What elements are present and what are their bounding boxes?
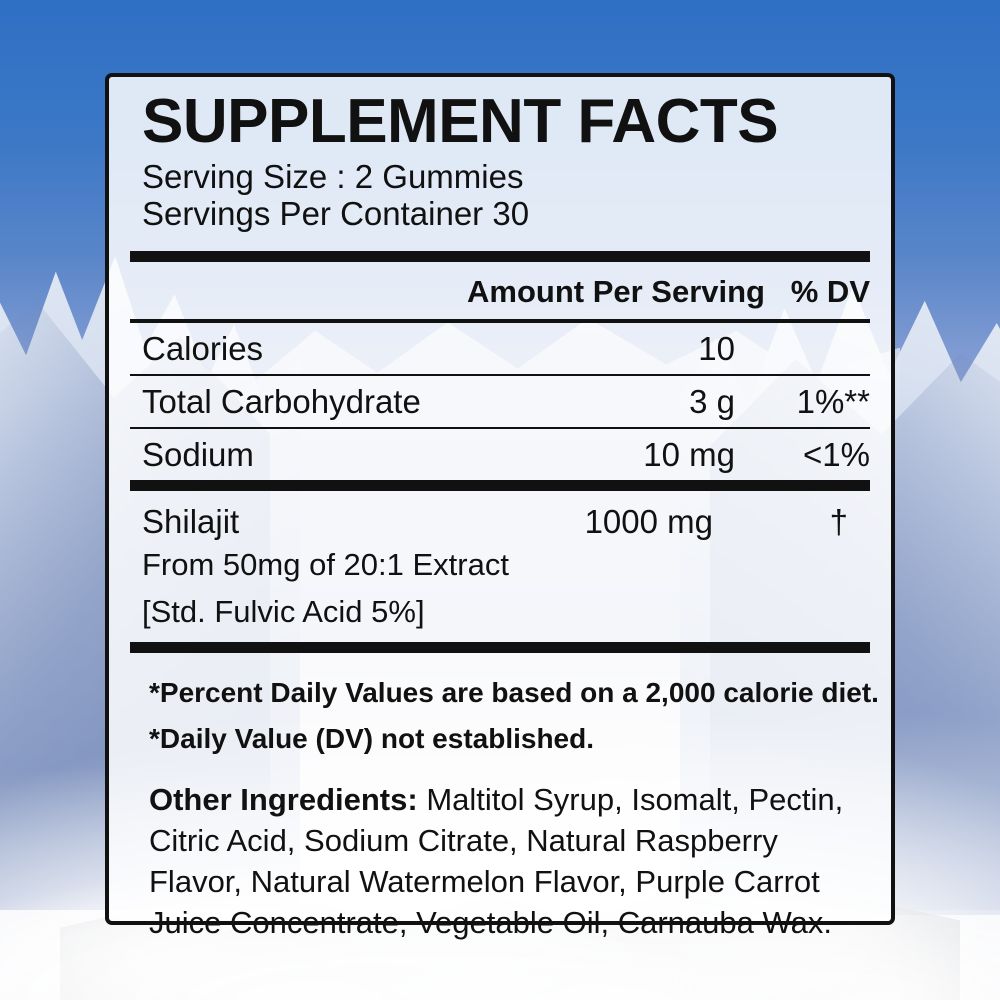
row-amount: 3 g bbox=[689, 383, 735, 421]
rule-below-nutrient-block bbox=[130, 641, 870, 653]
nutrient-name: Shilajit bbox=[142, 503, 240, 541]
row-name: Total Carbohydrate bbox=[142, 383, 421, 421]
nutrient-sub-line: From 50mg of 20:1 Extract bbox=[142, 547, 509, 583]
header-amount-per-serving: Amount Per Serving bbox=[467, 274, 765, 310]
nutrient-block-shilajit: Shilajit 1000 mg † From 50mg of 20:1 Ext… bbox=[129, 491, 871, 641]
footnote-dv-not-established: *Daily Value (DV) not established. bbox=[149, 722, 595, 754]
nutrient-dv-dagger-icon: † bbox=[829, 503, 848, 541]
footnote-percent-daily-values: *Percent Daily Values are based on a 2,0… bbox=[149, 676, 879, 708]
rule-between-rows bbox=[130, 427, 870, 430]
rule-above-nutrient-block bbox=[130, 480, 870, 492]
row-dv: <1% bbox=[803, 436, 870, 474]
row-name: Sodium bbox=[142, 436, 254, 474]
row-dv: 1%** bbox=[796, 383, 870, 421]
row-name: Calories bbox=[142, 330, 264, 368]
nutrient-amount: 1000 mg bbox=[584, 503, 713, 541]
rule-between-rows bbox=[130, 374, 870, 377]
serving-size-line: Serving Size : 2 Gummies bbox=[142, 158, 524, 195]
page-title: SUPPLEMENT FACTS bbox=[142, 87, 779, 156]
rule-top-thick bbox=[130, 251, 870, 263]
row-amount: 10 mg bbox=[643, 436, 735, 474]
servings-per-container-line: Servings Per Container 30 bbox=[142, 194, 530, 232]
rule-below-header bbox=[130, 319, 870, 324]
other-ingredients-text: Maltitol Syrup, Isomalt, Pectin, Citric … bbox=[149, 781, 844, 941]
table-header-row: Amount Per Serving % DV bbox=[129, 262, 871, 319]
table-row: Calories 10 bbox=[129, 323, 871, 374]
spacer-above-top-bar bbox=[129, 232, 871, 251]
nutrient-main-row: Shilajit 1000 mg † bbox=[142, 505, 870, 538]
table-row: Total Carbohydrate 3 g 1%** bbox=[129, 376, 871, 427]
supplement-facts-panel: SUPPLEMENT FACTS Serving Size : 2 Gummie… bbox=[105, 73, 895, 940]
header-percent-dv: % DV bbox=[790, 274, 870, 310]
other-ingredients-label: Other Ingredients: bbox=[149, 781, 418, 817]
table-row: Sodium 10 mg <1% bbox=[129, 429, 871, 480]
nutrient-sub-line: [Std. Fulvic Acid 5%] bbox=[142, 593, 425, 629]
other-ingredients: Other Ingredients: Maltitol Syrup, Isoma… bbox=[149, 779, 865, 944]
row-amount: 10 bbox=[698, 330, 735, 368]
